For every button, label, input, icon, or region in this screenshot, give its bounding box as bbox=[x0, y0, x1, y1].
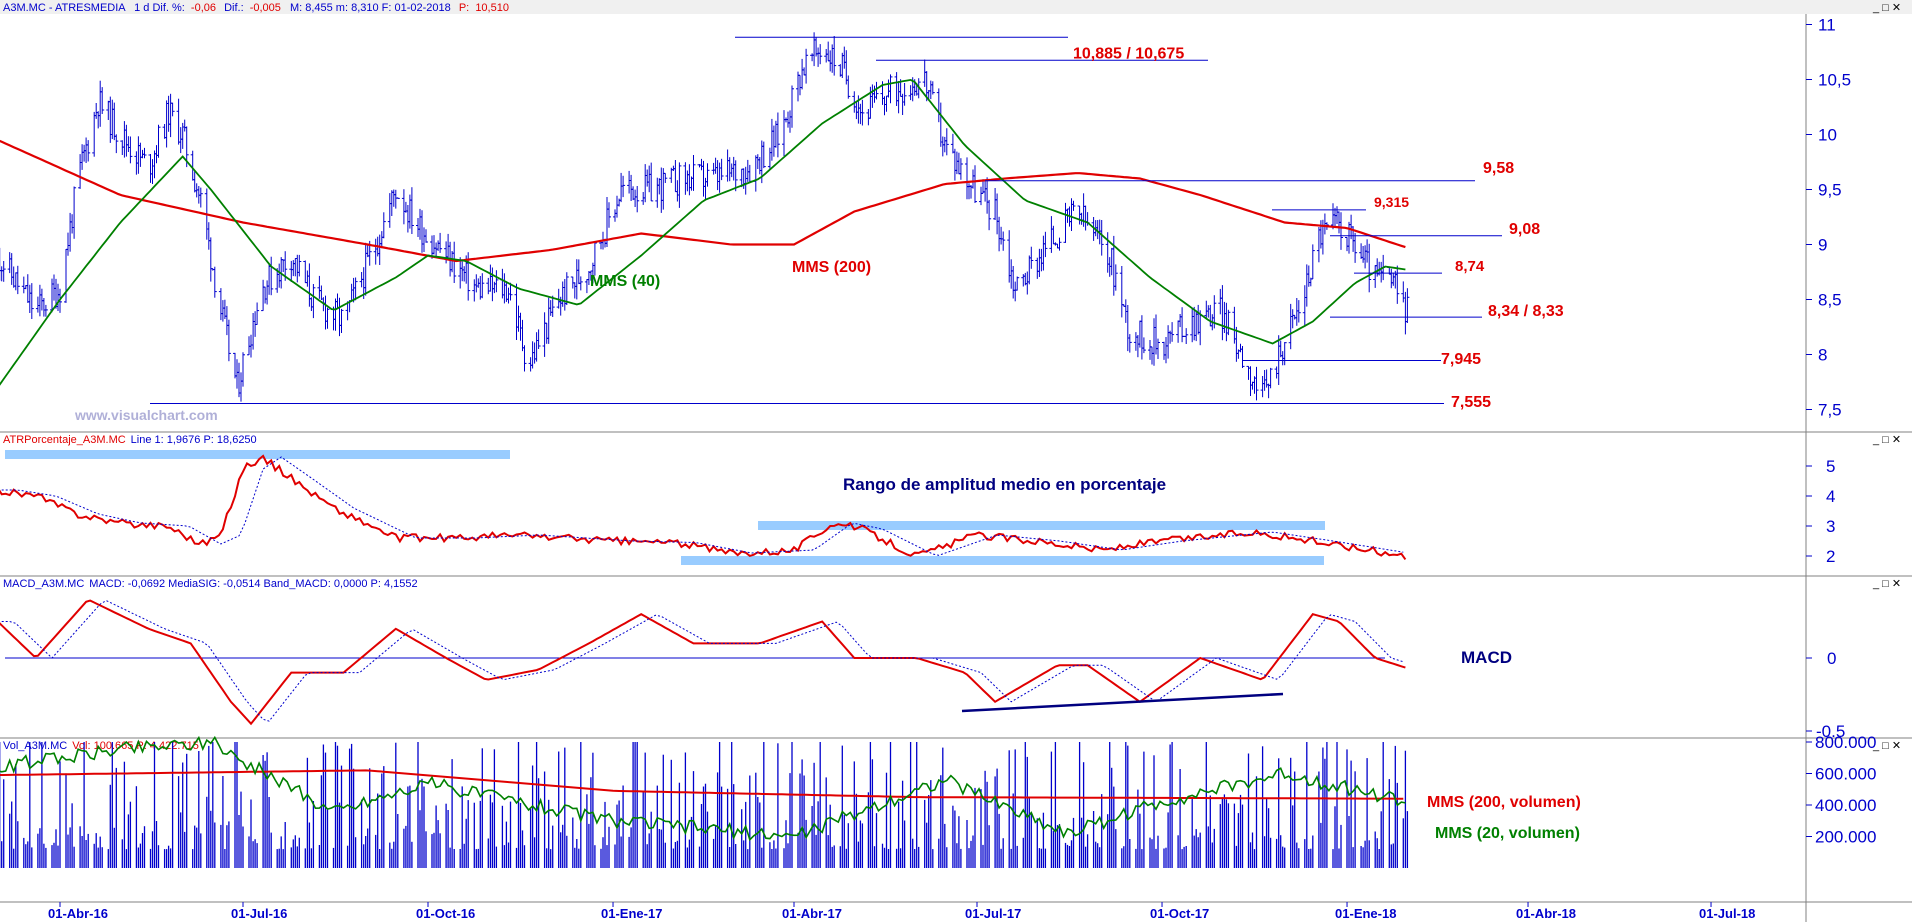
watermark: www.visualchart.com bbox=[74, 407, 218, 423]
x-tick-label: 01-Oct-16 bbox=[416, 906, 475, 921]
x-tick-label: 01-Jul-17 bbox=[965, 906, 1021, 921]
volume-mms200-label: MMS (200, volumen) bbox=[1427, 794, 1581, 811]
atr-highlight-band bbox=[681, 556, 1324, 565]
atr-highlight-band bbox=[5, 450, 510, 459]
level-label: 8,74 bbox=[1455, 258, 1485, 275]
atr-signal-line bbox=[0, 456, 1404, 556]
level-label: 9,58 bbox=[1483, 160, 1514, 177]
atr-line bbox=[0, 454, 1407, 560]
price-y-tick-label: 10,5 bbox=[1818, 71, 1851, 90]
atr-y-tick-label: 3 bbox=[1826, 517, 1835, 536]
x-tick-label: 01-Ene-18 bbox=[1335, 906, 1396, 921]
atr-y-tick-label: 5 bbox=[1826, 457, 1835, 476]
x-tick-label: 01-Ene-17 bbox=[601, 906, 662, 921]
atr-y-tick-label: 4 bbox=[1826, 487, 1835, 506]
x-tick-label: 01-Abr-18 bbox=[1516, 906, 1576, 921]
price-pane: 10,885 / 10,675 9,58 9,315 9,08 8,74 8,34 / 8… bbox=[0, 32, 1564, 411]
macd-line bbox=[0, 599, 1406, 726]
window-controls-macd[interactable]: _ □ ✕ bbox=[1872, 578, 1901, 590]
volume-y-tick-label: 200.000 bbox=[1815, 828, 1876, 847]
price-y-tick-label: 10 bbox=[1818, 126, 1837, 145]
price-y-tick-label: 8 bbox=[1818, 346, 1827, 365]
price-y-tick-label: 8,5 bbox=[1818, 291, 1842, 310]
x-tick-label: 01-Jul-16 bbox=[231, 906, 287, 921]
volume-pane: MMS (200, volumen) MMS (20, volumen) bbox=[0, 735, 1581, 868]
volume-mms20-line bbox=[0, 735, 1406, 842]
level-label: 10,885 / 10,675 bbox=[1073, 45, 1184, 62]
macd-pane bbox=[0, 599, 1406, 726]
volume-y-tick-label: 600.000 bbox=[1815, 765, 1876, 784]
macd-signal-line bbox=[0, 600, 1404, 722]
level-label: 7,555 bbox=[1451, 394, 1491, 411]
atr-pane bbox=[0, 454, 1407, 560]
svg-text:_ □ ✕: _ □ ✕ bbox=[1872, 2, 1901, 14]
volume-y-tick-label: 400.000 bbox=[1815, 796, 1876, 815]
price-header-bar bbox=[0, 0, 1912, 14]
macd-y-tick-label: -0.5 bbox=[1816, 722, 1845, 741]
atr-note: Rango de amplitud medio en porcentaje bbox=[843, 475, 1166, 494]
atr-header: ATRPorcentaje_A3M.MC Line 1: 1,9676 P: 18… bbox=[3, 434, 257, 446]
x-tick-label: 01-Jul-18 bbox=[1699, 906, 1755, 921]
atr-y-tick-label: 2 bbox=[1826, 547, 1835, 566]
price-y-tick-label: 11 bbox=[1818, 16, 1836, 35]
price-y-tick-label: 9 bbox=[1818, 236, 1827, 255]
volume-mms20-label: MMS (20, volumen) bbox=[1435, 825, 1580, 842]
macd-note: MACD bbox=[1461, 648, 1512, 667]
level-label: 8,34 / 8,33 bbox=[1488, 303, 1564, 320]
atr-highlight-band bbox=[758, 521, 1325, 530]
price-y-tick-label: 9,5 bbox=[1818, 181, 1842, 200]
mms40-label: MMS (40) bbox=[590, 273, 660, 290]
mms200-label: MMS (200) bbox=[792, 259, 871, 276]
mms200-line bbox=[0, 139, 1406, 263]
highlight-layer bbox=[5, 450, 1325, 565]
volume-y-tick-label: 800.000 bbox=[1815, 733, 1876, 752]
macd-divergence-trendline bbox=[961, 692, 1284, 713]
x-tick-label: 01-Abr-17 bbox=[782, 906, 842, 921]
window-controls-volume[interactable]: _ □ ✕ bbox=[1872, 740, 1901, 752]
level-label: 7,945 bbox=[1441, 351, 1481, 368]
macd-y-tick-label: 0 bbox=[1827, 649, 1836, 668]
window-controls-price[interactable]: _ □ ✕ bbox=[1872, 2, 1901, 14]
macd-header: MACD_A3M.MC MACD: -0,0692 MediaSIG: -0,05… bbox=[3, 578, 418, 590]
volume-mms200-line bbox=[0, 769, 1404, 800]
price-y-tick-label: 7,5 bbox=[1818, 401, 1842, 420]
window-controls-atr[interactable]: _ □ ✕ bbox=[1872, 434, 1901, 446]
x-tick-label: 01-Oct-17 bbox=[1150, 906, 1209, 921]
mms40-line bbox=[0, 78, 1406, 386]
price-header: A3M.MC - ATRESMEDIA 1 d Dif. %: -0,06 Di… bbox=[3, 2, 509, 14]
level-label: 9,315 bbox=[1374, 194, 1409, 210]
level-label: 9,08 bbox=[1509, 221, 1540, 238]
x-tick-label: 01-Abr-16 bbox=[48, 906, 108, 921]
